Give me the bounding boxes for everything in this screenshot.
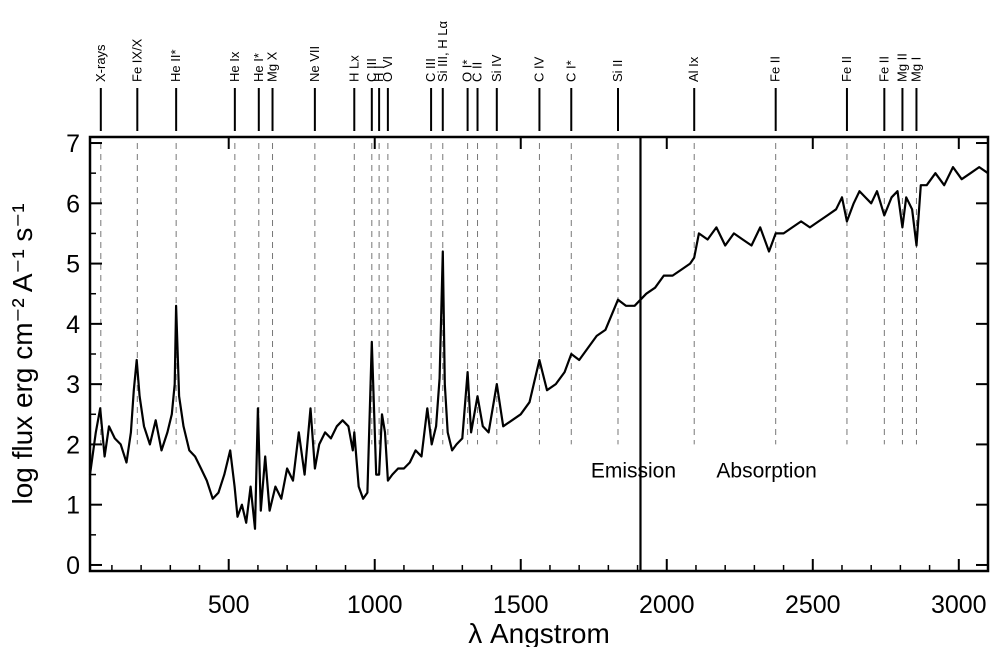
region-label-absorption: Absorption [716,460,816,483]
marker-label: Al Ix [686,56,701,82]
line-markers: X-rays Fe IX/X He II* He Ix He I*Mg X Ne VII H… [93,21,923,131]
x-tick-label: 3000 [931,591,987,619]
marker-label: C III [364,58,379,82]
y-axis: 0 1 2 3 4 5 6 7 [66,130,988,580]
marker-label: Ne VII [307,46,322,82]
x-tick-label: 1500 [493,591,549,619]
marker-label: Fe IX/X [129,38,144,82]
y-tick-label: 6 [66,190,80,218]
marker-label: O VI [380,56,395,82]
x-tick-label: 1000 [347,591,403,619]
y-tick-label: 5 [66,251,80,279]
x-tick-label: 2000 [639,591,695,619]
region-label-emission: Emission [591,460,676,483]
marker-label: He I* [251,53,266,82]
y-tick-label: 7 [66,130,80,158]
marker-label: C IV [531,56,546,82]
marker-label: O I* [460,60,475,82]
marker-label: Fe II [839,56,854,82]
x-axis: 500 1000 1500 2000 2500 3000 [111,137,989,619]
marker-label: C I* [563,60,578,82]
y-tick-label: 4 [66,311,80,339]
marker-label: Si III, H Lα [435,21,450,82]
marker-guides [100,143,917,445]
marker-label: He Ix [227,51,242,82]
spectrum-line [88,166,989,530]
x-tick-label: 2500 [785,591,841,619]
marker-label: Si IV [489,54,504,82]
y-tick-label: 1 [66,492,80,520]
marker-label: H Lx [346,55,361,82]
marker-label: Mg I [908,57,923,82]
y-tick-label: 2 [66,431,80,459]
marker-label: Mg II [894,53,909,82]
y-tick-label: 3 [66,371,80,399]
marker-label: H I [371,65,386,82]
marker-label: Fe II [768,56,783,82]
x-axis-title: λ Angstrom [468,618,610,647]
x-tick-label: 500 [208,591,250,619]
marker-label: Si II [610,60,625,82]
marker-label: He II* [168,49,183,82]
marker-label: X-rays [93,44,108,82]
marker-label: C II [470,62,485,82]
marker-label: Mg X [265,51,280,82]
y-tick-label: 0 [66,552,80,580]
y-axis-title: log flux erg cm⁻² A⁻¹ s⁻¹ [7,203,38,504]
marker-label: Fe II [876,56,891,82]
marker-label: C III [423,58,438,82]
